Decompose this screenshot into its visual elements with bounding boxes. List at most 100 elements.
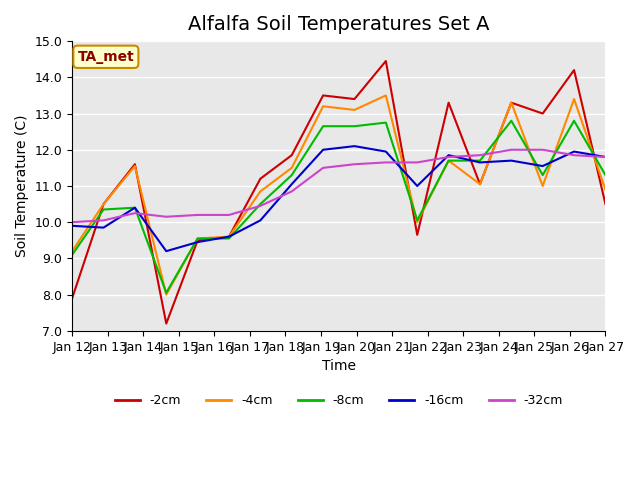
-32cm: [225, 212, 233, 218]
-4cm: [445, 158, 452, 164]
-8cm: [476, 158, 484, 164]
-8cm: [445, 158, 452, 164]
-16cm: [602, 154, 609, 160]
-8cm: [413, 217, 421, 223]
-8cm: [539, 172, 547, 178]
-4cm: [100, 201, 108, 207]
-2cm: [351, 96, 358, 102]
Line: -8cm: -8cm: [72, 121, 605, 293]
-4cm: [225, 234, 233, 240]
Title: Alfalfa Soil Temperatures Set A: Alfalfa Soil Temperatures Set A: [188, 15, 490, 34]
-16cm: [570, 149, 578, 155]
-16cm: [131, 205, 139, 211]
-16cm: [508, 158, 515, 164]
-4cm: [570, 96, 578, 102]
-16cm: [539, 163, 547, 169]
-16cm: [288, 181, 296, 187]
-8cm: [100, 206, 108, 212]
-4cm: [68, 248, 76, 254]
-8cm: [319, 123, 327, 129]
-4cm: [257, 189, 264, 194]
-8cm: [163, 290, 170, 296]
Line: -2cm: -2cm: [72, 61, 605, 324]
-16cm: [163, 248, 170, 254]
-16cm: [382, 149, 390, 155]
-4cm: [508, 100, 515, 106]
-4cm: [131, 163, 139, 169]
-2cm: [602, 201, 609, 207]
-32cm: [445, 154, 452, 160]
-8cm: [288, 172, 296, 178]
-4cm: [194, 236, 202, 241]
-2cm: [131, 161, 139, 167]
-4cm: [382, 93, 390, 98]
-2cm: [319, 93, 327, 98]
-8cm: [508, 118, 515, 124]
-32cm: [476, 152, 484, 158]
-8cm: [225, 236, 233, 241]
-2cm: [382, 58, 390, 64]
-2cm: [413, 232, 421, 238]
-16cm: [194, 239, 202, 245]
Legend: -2cm, -4cm, -8cm, -16cm, -32cm: -2cm, -4cm, -8cm, -16cm, -32cm: [109, 389, 568, 412]
-4cm: [539, 183, 547, 189]
Y-axis label: Soil Temperature (C): Soil Temperature (C): [15, 115, 29, 257]
-32cm: [257, 203, 264, 209]
-4cm: [163, 292, 170, 298]
-16cm: [413, 183, 421, 189]
-32cm: [100, 217, 108, 223]
-4cm: [319, 103, 327, 109]
-32cm: [319, 165, 327, 171]
-16cm: [445, 152, 452, 158]
-32cm: [68, 219, 76, 225]
-32cm: [131, 210, 139, 216]
-16cm: [257, 217, 264, 223]
-8cm: [131, 205, 139, 211]
-32cm: [288, 189, 296, 194]
-2cm: [100, 201, 108, 207]
Line: -32cm: -32cm: [72, 150, 605, 222]
-32cm: [382, 159, 390, 165]
-8cm: [68, 252, 76, 258]
-2cm: [194, 238, 202, 243]
-2cm: [257, 176, 264, 181]
-32cm: [602, 154, 609, 160]
-8cm: [257, 201, 264, 207]
-4cm: [602, 187, 609, 192]
-2cm: [163, 321, 170, 326]
-2cm: [570, 67, 578, 73]
X-axis label: Time: Time: [322, 359, 356, 373]
-32cm: [194, 212, 202, 218]
-16cm: [351, 143, 358, 149]
-16cm: [100, 225, 108, 230]
-4cm: [413, 219, 421, 225]
-8cm: [570, 118, 578, 124]
-8cm: [351, 123, 358, 129]
-8cm: [382, 120, 390, 125]
-2cm: [539, 111, 547, 117]
-2cm: [508, 100, 515, 106]
-2cm: [288, 152, 296, 158]
Line: -4cm: -4cm: [72, 96, 605, 295]
-8cm: [602, 172, 609, 178]
-32cm: [351, 161, 358, 167]
-16cm: [68, 223, 76, 228]
-16cm: [225, 234, 233, 240]
-4cm: [351, 107, 358, 113]
-4cm: [476, 181, 484, 187]
-8cm: [194, 236, 202, 241]
Line: -16cm: -16cm: [72, 146, 605, 251]
-32cm: [570, 152, 578, 158]
-32cm: [508, 147, 515, 153]
-2cm: [225, 234, 233, 240]
-32cm: [539, 147, 547, 153]
-16cm: [319, 147, 327, 153]
-32cm: [163, 214, 170, 220]
-4cm: [288, 165, 296, 171]
Text: TA_met: TA_met: [77, 50, 134, 64]
-2cm: [445, 100, 452, 106]
-32cm: [413, 159, 421, 165]
-2cm: [476, 181, 484, 187]
-16cm: [476, 159, 484, 165]
-2cm: [68, 295, 76, 301]
